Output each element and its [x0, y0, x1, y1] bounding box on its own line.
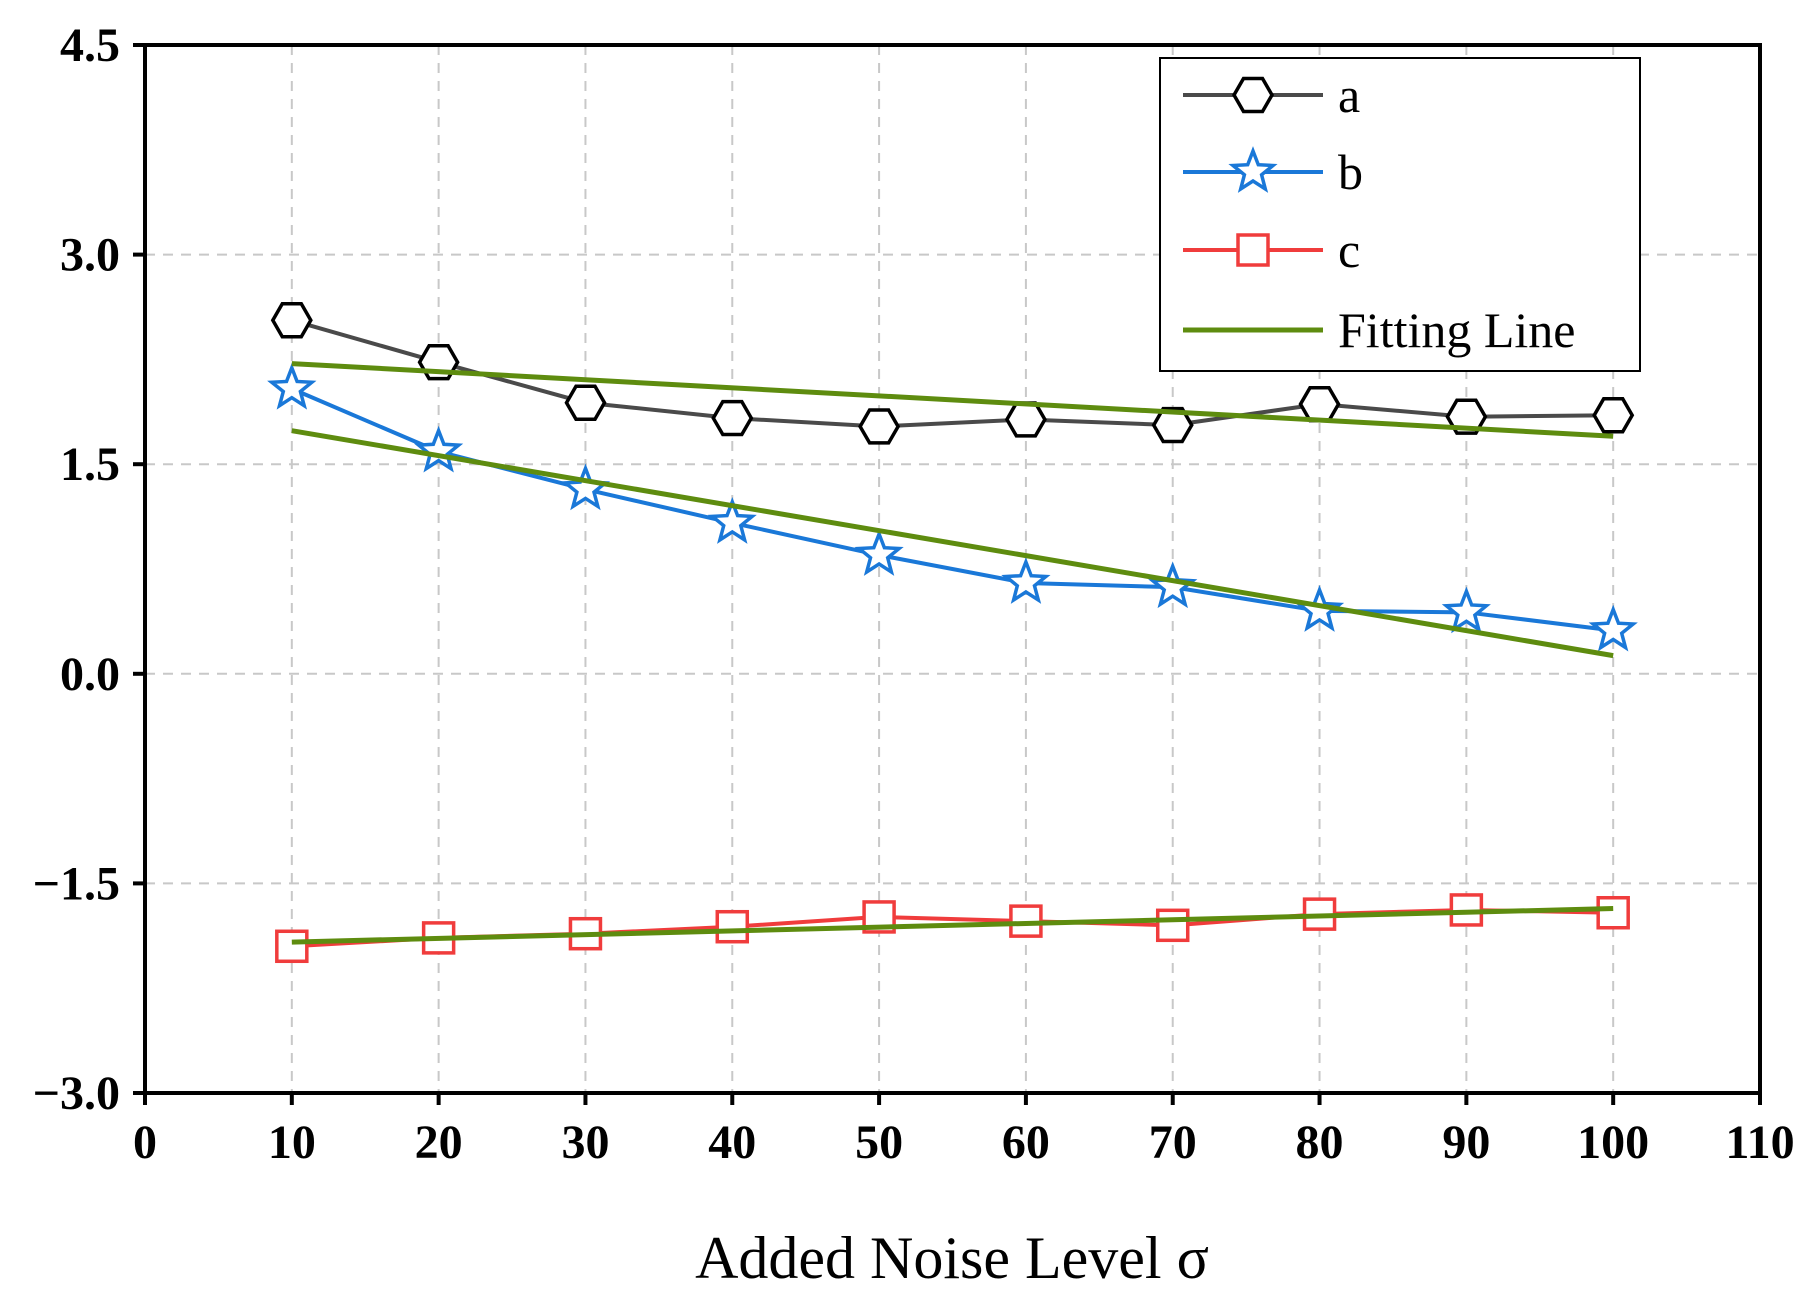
series-a-point	[711, 399, 754, 437]
x-tick-label: 40	[708, 1116, 756, 1169]
y-tick-label: −3.0	[33, 1067, 120, 1120]
series-b-point	[1001, 557, 1051, 604]
x-tick-label: 20	[415, 1116, 463, 1169]
fitting-line-b	[291, 428, 1614, 659]
y-tick-labels: −3.0 −1.5 0.0 1.5 3.0 4.5	[33, 19, 120, 1120]
fitting-line-c	[291, 906, 1614, 945]
series-a-point	[1445, 398, 1488, 435]
x-tick-labels: 0 10 20 30 40 50 60 70 80 90 100 110	[133, 1116, 1795, 1169]
series-a-point	[858, 408, 901, 445]
series-b-point	[414, 425, 464, 473]
legend-box	[1159, 57, 1641, 372]
series-b-point	[854, 529, 904, 576]
series-b-point	[267, 362, 317, 410]
legend-a-marker	[1231, 76, 1275, 114]
series-a-point	[1298, 385, 1341, 423]
y-tick-label: 0.0	[60, 648, 120, 701]
x-tick-label: 0	[133, 1116, 157, 1169]
series-a-point	[564, 384, 607, 421]
x-tick-label: 70	[1149, 1116, 1197, 1169]
x-axis-title: Added Noise Level σ	[695, 1225, 1209, 1291]
series-b-point	[707, 497, 757, 544]
x-tick-label: 90	[1442, 1116, 1490, 1169]
series-a-point	[270, 302, 313, 339]
x-tick-label: 80	[1296, 1116, 1344, 1169]
y-tick-label: 3.0	[60, 229, 120, 282]
legend-c-label: c	[1338, 222, 1360, 278]
series-c-point	[275, 929, 309, 964]
series-a-line	[291, 318, 1614, 429]
y-tick-label: 4.5	[60, 19, 120, 72]
y-tick-label: 1.5	[60, 438, 120, 491]
fitting-lines	[291, 361, 1614, 945]
series-a-point	[1592, 397, 1635, 434]
legend-fitting-label: Fitting Line	[1338, 302, 1576, 358]
legend: abc Fitting Line	[1159, 57, 1641, 372]
legend-a-label: a	[1338, 67, 1360, 123]
series-b-point	[1588, 604, 1638, 652]
series-b-point	[1441, 586, 1491, 634]
x-tick-label: 50	[855, 1116, 903, 1169]
axis-ticks	[133, 43, 1762, 1105]
series-c-point	[715, 909, 750, 944]
legend-c-marker	[1236, 233, 1270, 267]
x-tick-label: 10	[268, 1116, 316, 1169]
legend-b-label: b	[1338, 144, 1363, 200]
series-c-point	[1155, 908, 1190, 943]
y-tick-label: −1.5	[33, 857, 120, 910]
x-tick-label: 110	[1725, 1116, 1794, 1169]
series-c-point	[1596, 895, 1630, 930]
x-tick-label: 100	[1577, 1116, 1649, 1169]
plot-frame	[143, 43, 1762, 1095]
legend-b-marker	[1228, 146, 1278, 193]
x-tick-label: 60	[1002, 1116, 1050, 1169]
series-a-point	[1004, 401, 1047, 438]
x-tick-label: 30	[561, 1116, 609, 1169]
fitting-line-a	[291, 361, 1614, 439]
series-a-point	[1151, 406, 1194, 444]
